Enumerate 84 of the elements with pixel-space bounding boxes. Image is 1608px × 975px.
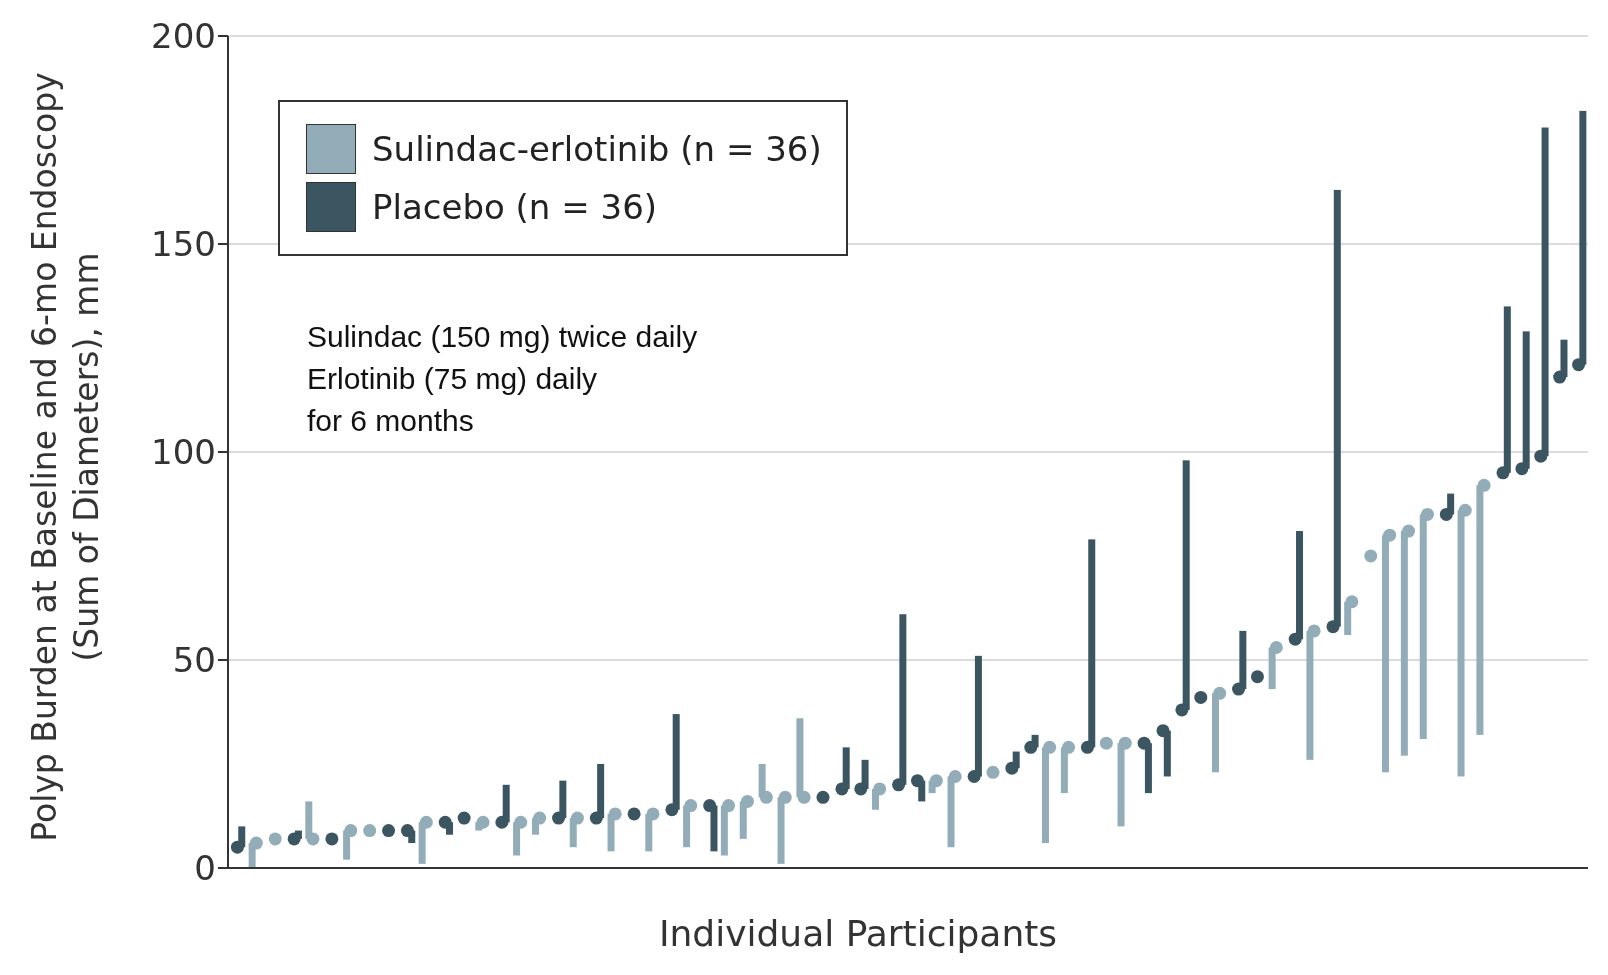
point xyxy=(1288,632,1302,646)
point xyxy=(1062,740,1076,754)
point xyxy=(759,790,773,804)
point xyxy=(608,807,622,821)
point xyxy=(552,811,566,825)
point xyxy=(1496,466,1510,480)
point xyxy=(910,774,924,788)
point xyxy=(1458,503,1472,517)
point xyxy=(1099,736,1113,750)
point xyxy=(1402,524,1416,538)
point xyxy=(1137,736,1151,750)
point xyxy=(400,824,414,838)
annotation: Erlotinib (75 mg) daily xyxy=(307,361,599,397)
point xyxy=(1307,624,1321,638)
point xyxy=(722,799,736,813)
point xyxy=(854,782,868,796)
legend-label: Placebo (n = 36) xyxy=(372,187,658,227)
point xyxy=(1250,670,1264,684)
point xyxy=(495,815,509,829)
point xyxy=(665,803,679,817)
point xyxy=(778,790,792,804)
point xyxy=(1572,358,1586,372)
point xyxy=(1213,686,1227,700)
point xyxy=(382,824,396,838)
point xyxy=(419,815,433,829)
point xyxy=(703,799,717,813)
point xyxy=(1515,462,1529,476)
point xyxy=(1420,507,1434,521)
point xyxy=(363,824,377,838)
point xyxy=(986,765,1000,779)
point xyxy=(1326,620,1340,634)
point xyxy=(1043,740,1057,754)
point xyxy=(873,782,887,796)
point xyxy=(1005,761,1019,775)
point xyxy=(1024,740,1038,754)
y-tick-label: 200 xyxy=(151,16,216,57)
y-axis-title: Polyp Burden at Baseline and 6-mo Endoscopy (Sum of Diameters), mm xyxy=(25,72,106,842)
point xyxy=(1383,528,1397,542)
y-tick-label: 0 xyxy=(194,848,216,889)
point xyxy=(1477,478,1491,492)
legend-label: Sulindac-erlotinib (n = 36) xyxy=(372,129,822,169)
point xyxy=(1439,507,1453,521)
y-tick-label: 50 xyxy=(172,640,216,681)
point xyxy=(1232,682,1246,696)
point xyxy=(268,832,282,846)
point xyxy=(929,774,943,788)
point xyxy=(1345,595,1359,609)
point xyxy=(684,799,698,813)
point xyxy=(457,811,471,825)
point xyxy=(1364,549,1378,563)
point xyxy=(476,815,490,829)
point xyxy=(835,782,849,796)
point xyxy=(1553,370,1567,384)
point xyxy=(646,807,660,821)
point xyxy=(892,778,906,792)
point xyxy=(627,807,641,821)
point xyxy=(797,790,811,804)
point xyxy=(1534,449,1548,463)
y-tick-label: 100 xyxy=(151,432,216,473)
annotation: for 6 months xyxy=(307,403,475,439)
point xyxy=(306,832,320,846)
point xyxy=(230,840,244,854)
point xyxy=(249,836,263,850)
point xyxy=(1080,740,1094,754)
annotation: Sulindac (150 mg) twice daily xyxy=(307,319,698,355)
point xyxy=(589,811,603,825)
y-tick-label: 150 xyxy=(151,224,216,265)
point xyxy=(438,815,452,829)
point xyxy=(325,832,339,846)
point xyxy=(344,824,358,838)
point xyxy=(1175,703,1189,717)
point xyxy=(1156,724,1170,738)
x-axis-title: Individual Participants xyxy=(658,913,1058,954)
point xyxy=(287,832,301,846)
point xyxy=(1118,736,1132,750)
point xyxy=(967,769,981,783)
point xyxy=(1194,690,1208,704)
point xyxy=(570,811,584,825)
point xyxy=(740,794,754,808)
point xyxy=(948,769,962,783)
point xyxy=(1269,641,1283,655)
point xyxy=(514,815,528,829)
point xyxy=(816,790,830,804)
point xyxy=(533,811,547,825)
